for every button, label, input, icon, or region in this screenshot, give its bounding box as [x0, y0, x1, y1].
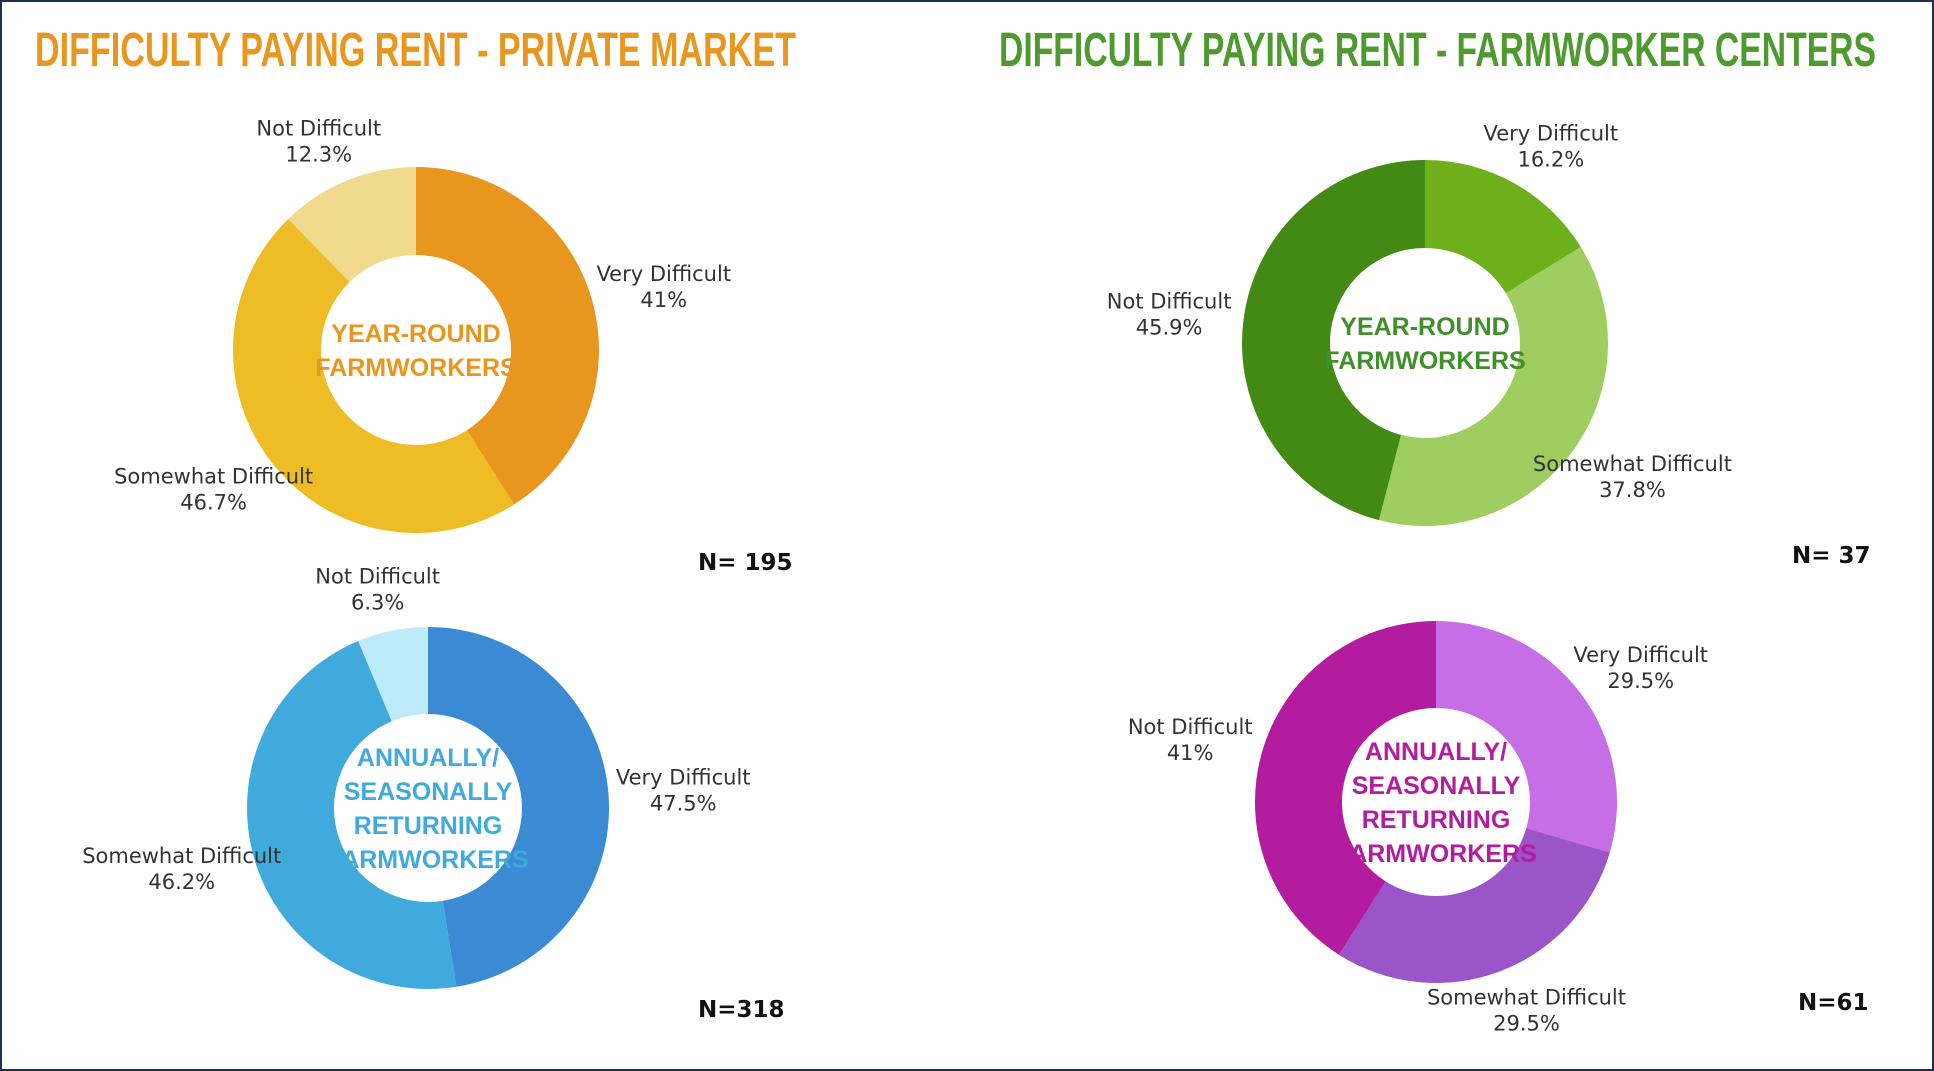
slice-label: Not Difficult	[1107, 289, 1232, 313]
slice-value: 29.5%	[1493, 1012, 1560, 1036]
center-label: RETURNING	[354, 812, 503, 840]
donut-slice	[1255, 621, 1436, 955]
center-label: YEAR-ROUND	[1340, 313, 1509, 341]
center-label: FARMWORKERS	[1324, 347, 1525, 375]
donut-slice	[288, 167, 416, 282]
donut-slice	[416, 167, 599, 505]
donut-slice	[428, 627, 610, 987]
donut-slice	[1378, 247, 1608, 527]
center-label: FARMWORKERS	[315, 354, 516, 382]
slice-value: 6.3%	[351, 590, 404, 614]
slice-value: 41%	[640, 288, 687, 312]
sample-size: N=318	[698, 997, 785, 1023]
slice-label: Somewhat Difficult	[1427, 986, 1626, 1010]
slice-label: Somewhat Difficult	[1533, 452, 1732, 476]
slice-label: Very Difficult	[616, 766, 751, 790]
slice-value: 12.3%	[285, 143, 352, 167]
center-label: ANNUALLY/	[357, 744, 499, 772]
center-label: ANNUALLY/	[1365, 738, 1507, 766]
slice-value: 47.5%	[650, 792, 717, 816]
donut-slice	[358, 627, 428, 722]
sample-size: N= 195	[698, 550, 793, 576]
center-label: YEAR-ROUND	[331, 320, 500, 348]
slice-label: Not Difficult	[1128, 715, 1253, 739]
center-label: SEASONALLY	[1352, 772, 1521, 800]
slice-label: Somewhat Difficult	[82, 844, 281, 868]
slice-value: 46.2%	[148, 870, 215, 894]
center-label: FARMWORKERS	[1335, 840, 1536, 868]
donut-slice	[1425, 160, 1581, 294]
slice-value: 46.7%	[180, 491, 247, 515]
slice-value: 37.8%	[1599, 478, 1666, 502]
section-title: DIFFICULTY PAYING RENT - PRIVATE MARKET	[35, 24, 796, 77]
slice-label: Very Difficult	[1484, 122, 1619, 146]
slice-value: 29.5%	[1607, 669, 1674, 693]
center-label: SEASONALLY	[344, 778, 513, 806]
slice-value: 41%	[1167, 741, 1214, 765]
donut-slice	[246, 640, 457, 990]
slice-label: Somewhat Difficult	[114, 465, 313, 489]
donut-slice	[233, 218, 515, 533]
center-label: FARMWORKERS	[327, 846, 528, 874]
donut-slice	[1339, 828, 1610, 983]
donut-slice	[1242, 160, 1425, 521]
slice-value: 45.9%	[1136, 315, 1203, 339]
section-title: DIFFICULTY PAYING RENT - FARMWORKER CENT…	[999, 24, 1876, 77]
center-label: RETURNING	[1362, 806, 1511, 834]
slice-label: Not Difficult	[315, 564, 440, 588]
sample-size: N=61	[1798, 990, 1869, 1016]
sample-size: N= 37	[1792, 543, 1871, 569]
slice-value: 16.2%	[1517, 148, 1584, 172]
slice-label: Very Difficult	[596, 262, 731, 286]
slice-label: Not Difficult	[256, 117, 381, 141]
donut-slice	[1436, 621, 1617, 853]
slice-label: Very Difficult	[1573, 643, 1708, 667]
